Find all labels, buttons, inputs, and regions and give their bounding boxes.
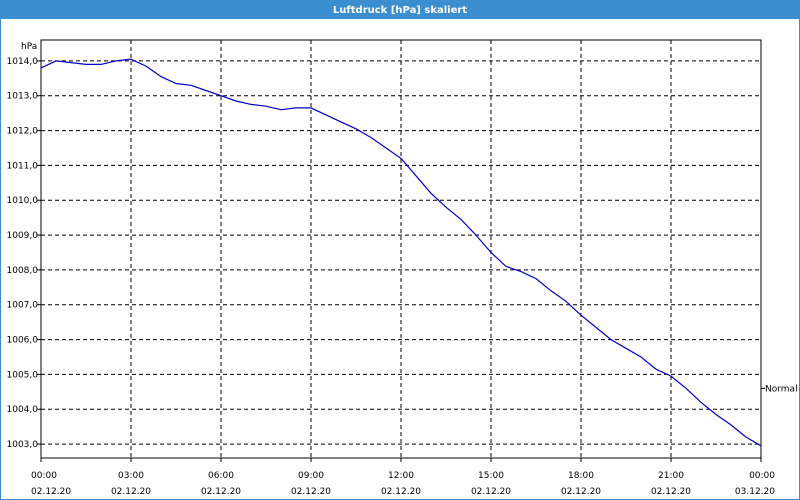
y-tick-label: 1004,0 — [7, 405, 39, 415]
x-tick-labels: 00:00 02.12.20 03:00 02.12.20 06:00 02.12.20 0… — [31, 471, 775, 497]
x-tick-date: 02.12.20 — [561, 487, 601, 497]
grid-lines — [41, 40, 761, 458]
y-tick-label: 1009,0 — [7, 231, 39, 241]
x-tick-time: 03:00 — [118, 471, 144, 481]
series-label: Normal — [765, 384, 798, 394]
x-tick-date: 02.12.20 — [291, 487, 331, 497]
chart-title: Luftdruck [hPa] skaliert — [1, 1, 799, 19]
y-tick-label: 1008,0 — [7, 266, 39, 276]
axes — [37, 39, 765, 462]
x-tick-date: 02.12.20 — [381, 487, 421, 497]
x-tick-date: 02.12.20 — [651, 487, 691, 497]
y-tick-labels: 1014,0 1013,0 1012,0 1011,0 1010,0 1009,0 1008… — [7, 57, 39, 450]
x-tick-time: 18:00 — [568, 471, 594, 481]
plot-border — [40, 39, 762, 459]
y-tick-label: 1007,0 — [7, 301, 39, 311]
y-tick-label: 1006,0 — [7, 336, 39, 346]
x-tick-time: 06:00 — [208, 471, 234, 481]
y-tick-label: 1013,0 — [7, 92, 39, 102]
x-tick-date: 03.12.20 — [735, 487, 775, 497]
x-tick-time: 09:00 — [298, 471, 324, 481]
x-tick-date: 02.12.20 — [471, 487, 511, 497]
x-tick-time: 00:00 — [749, 471, 775, 481]
y-tick-label: 1003,0 — [7, 440, 39, 450]
y-tick-label: 1012,0 — [7, 127, 39, 137]
y-tick-label: 1005,0 — [7, 370, 39, 380]
x-tick-time: 00:00 — [31, 471, 57, 481]
y-tick-label: 1011,0 — [7, 161, 39, 171]
x-tick-time: 21:00 — [658, 471, 684, 481]
x-tick-date: 02.12.20 — [111, 487, 151, 497]
y-tick-label: 1010,0 — [7, 196, 39, 206]
x-tick-date: 02.12.20 — [31, 487, 71, 497]
series-layer — [40, 58, 762, 447]
x-tick-date: 02.12.20 — [201, 487, 241, 497]
series-line — [40, 58, 762, 447]
y-axis-label: hPa — [21, 42, 37, 52]
x-tick-time: 15:00 — [478, 471, 504, 481]
x-tick-time: 12:00 — [388, 471, 414, 481]
y-tick-label: 1014,0 — [7, 57, 39, 67]
